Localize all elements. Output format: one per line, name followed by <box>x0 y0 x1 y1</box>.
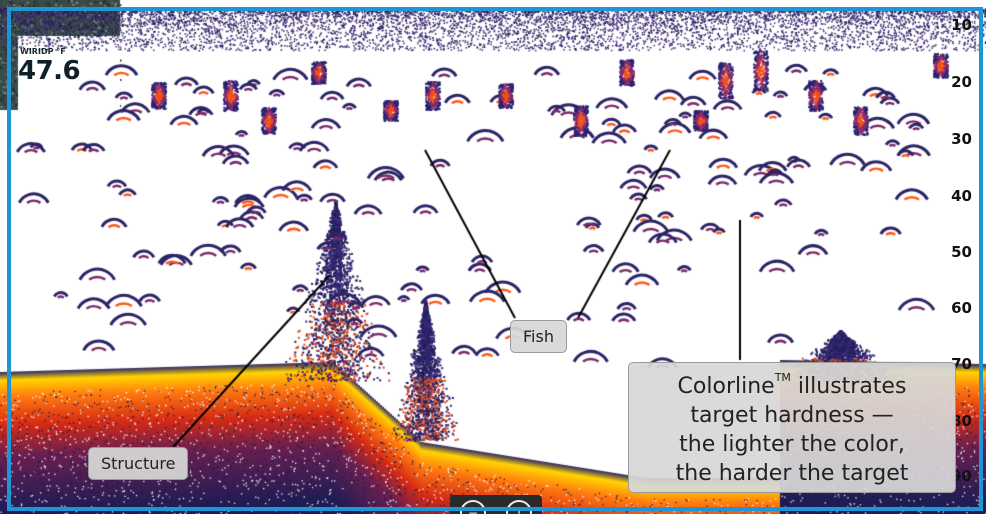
depth-tick-90: 90 <box>951 467 972 485</box>
sonar-controls: − ! <box>450 495 542 514</box>
colorline-line-1: ColorlineTM illustrates <box>677 371 907 400</box>
water-temperature: 47.6 <box>18 56 81 86</box>
depth-tick-80: 80 <box>951 412 972 430</box>
depth-tick-40: 40 <box>951 187 972 205</box>
fish-callout: Fish <box>510 320 567 353</box>
colorline-callout: ColorlineTM illustrates target hardness … <box>628 362 956 494</box>
structure-callout: Structure <box>88 447 189 480</box>
colorline-line-3: the lighter the color, <box>679 432 905 458</box>
water-temp-label: WIRIDP °F <box>20 47 66 56</box>
colorline-line-4: the harder the target <box>675 461 909 487</box>
depth-tick-20: 20 <box>951 73 972 91</box>
info-circle-icon[interactable]: ! <box>506 500 532 514</box>
minus-circle-icon[interactable]: − <box>460 500 486 514</box>
depth-tick-10: 10 <box>951 16 972 34</box>
depth-tick-60: 60 <box>951 299 972 317</box>
depth-tick-70: 70 <box>951 355 972 373</box>
depth-tick-50: 50 <box>951 243 972 261</box>
depth-tick-30: 30 <box>951 130 972 148</box>
colorline-line-2: target hardness — <box>690 403 894 429</box>
